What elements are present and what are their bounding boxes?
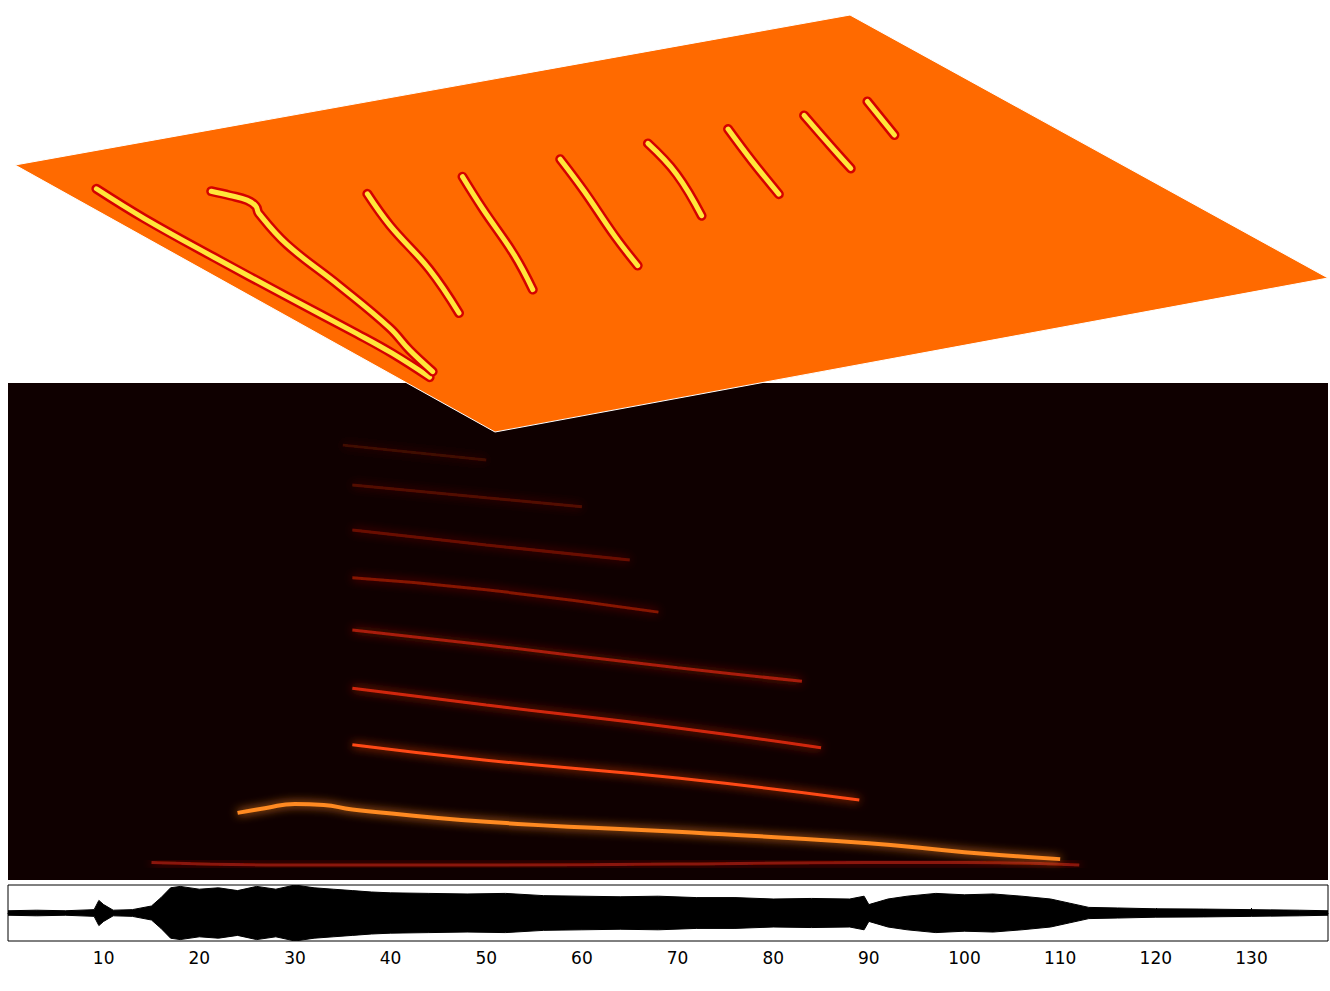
svg-text:30: 30 [284,948,306,968]
svg-text:20: 20 [188,948,210,968]
svg-text:40: 40 [380,948,402,968]
svg-text:120: 120 [1140,948,1172,968]
svg-text:110: 110 [1044,948,1076,968]
svg-text:80: 80 [762,948,784,968]
svg-text:90: 90 [858,948,880,968]
svg-text:100: 100 [948,948,980,968]
svg-text:60: 60 [571,948,593,968]
svg-text:70: 70 [667,948,689,968]
svg-text:50: 50 [475,948,497,968]
svg-text:130: 130 [1235,948,1267,968]
svg-text:10: 10 [93,948,115,968]
